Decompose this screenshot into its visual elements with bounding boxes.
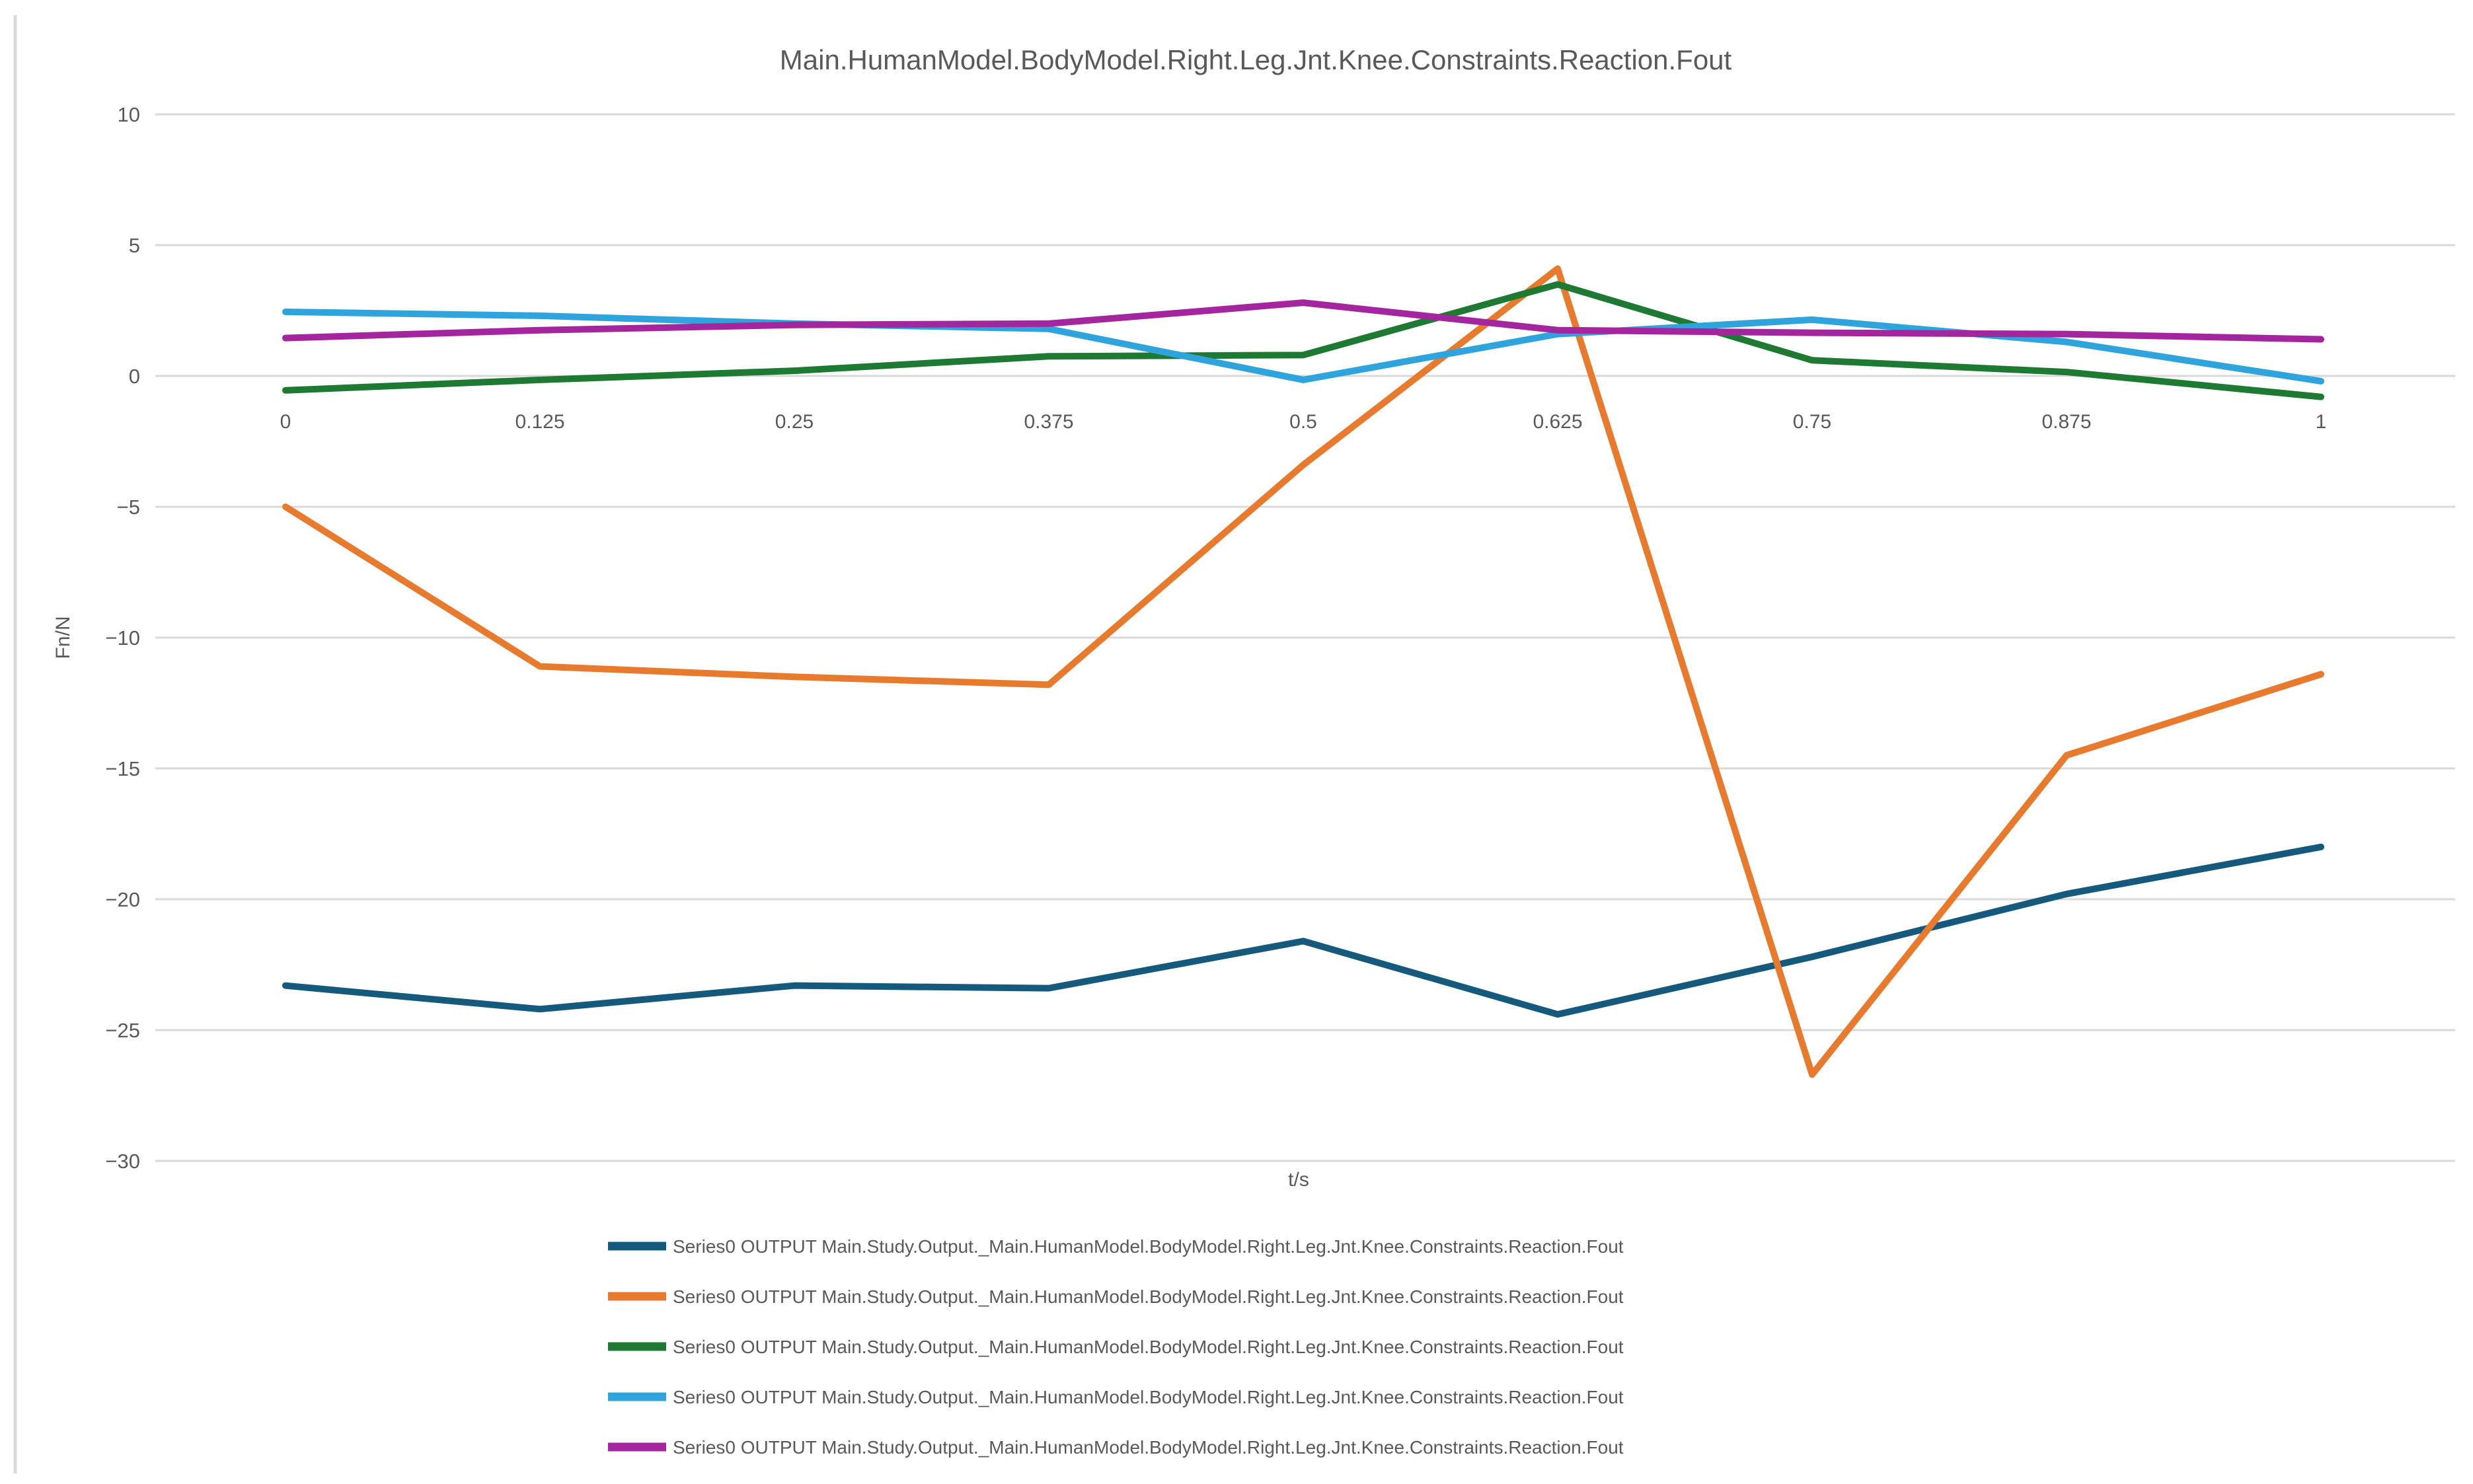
x-tick-label: 0.125 [515,411,564,433]
legend-label: Series0 OUTPUT Main.Study.Output._Main.H… [673,1437,1624,1458]
y-tick-label: −5 [117,496,140,519]
series-line-0 [282,843,2324,1018]
series-line-4 [282,299,2324,343]
x-tick-label: 0.5 [1289,411,1317,433]
y-tick-label: 10 [118,103,140,126]
y-tick-label: 0 [129,365,140,388]
x-tick-label: 0.75 [1793,411,1831,433]
legend-label: Series0 OUTPUT Main.Study.Output._Main.H… [673,1286,1624,1307]
y-tick-label: −10 [105,626,140,649]
chart-title: Main.HumanModel.BodyModel.Right.Leg.Jnt.… [780,44,1732,75]
x-axis-tick-labels: 0 0.125 0.25 0.375 0.5 0.625 0.75 0.875 1 [280,411,2327,433]
legend-item-0: Series0 OUTPUT Main.Study.Output._Main.H… [608,1236,1624,1257]
series-line-2 [282,281,2324,400]
legend-label: Series0 OUTPUT Main.Study.Output._Main.H… [673,1337,1624,1357]
legend-item-1: Series0 OUTPUT Main.Study.Output._Main.H… [608,1286,1624,1307]
x-tick-label: 1 [2316,411,2327,433]
gridlines [155,113,2455,1162]
x-tick-label: 0 [280,411,291,433]
y-axis-label: Fn/N [52,616,74,659]
series-line-1 [282,265,2324,1078]
legend-item-3: Series0 OUTPUT Main.Study.Output._Main.H… [608,1387,1624,1407]
legend-item-4: Series0 OUTPUT Main.Study.Output._Main.H… [608,1437,1624,1458]
y-axis-tick-labels: 10 5 0 −5 −10 −15 −20 −25 −30 [105,103,140,1173]
y-tick-label: 5 [129,234,140,257]
x-tick-label: 0.375 [1024,411,1073,433]
y-tick-label: −30 [105,1150,140,1173]
legend-label: Series0 OUTPUT Main.Study.Output._Main.H… [673,1236,1624,1257]
x-tick-label: 0.625 [1533,411,1582,433]
x-tick-label: 0.875 [2041,411,2091,433]
y-tick-label: −15 [105,757,140,780]
x-tick-label: 0.25 [775,411,814,433]
y-tick-label: −25 [105,1019,140,1042]
legend: Series0 OUTPUT Main.Study.Output._Main.H… [608,1236,1624,1458]
legend-label: Series0 OUTPUT Main.Study.Output._Main.H… [673,1387,1624,1407]
x-axis-label: t/s [1288,1169,1309,1191]
legend-item-2: Series0 OUTPUT Main.Study.Output._Main.H… [608,1337,1624,1357]
y-tick-label: −20 [105,888,140,911]
series-lines [282,265,2324,1078]
